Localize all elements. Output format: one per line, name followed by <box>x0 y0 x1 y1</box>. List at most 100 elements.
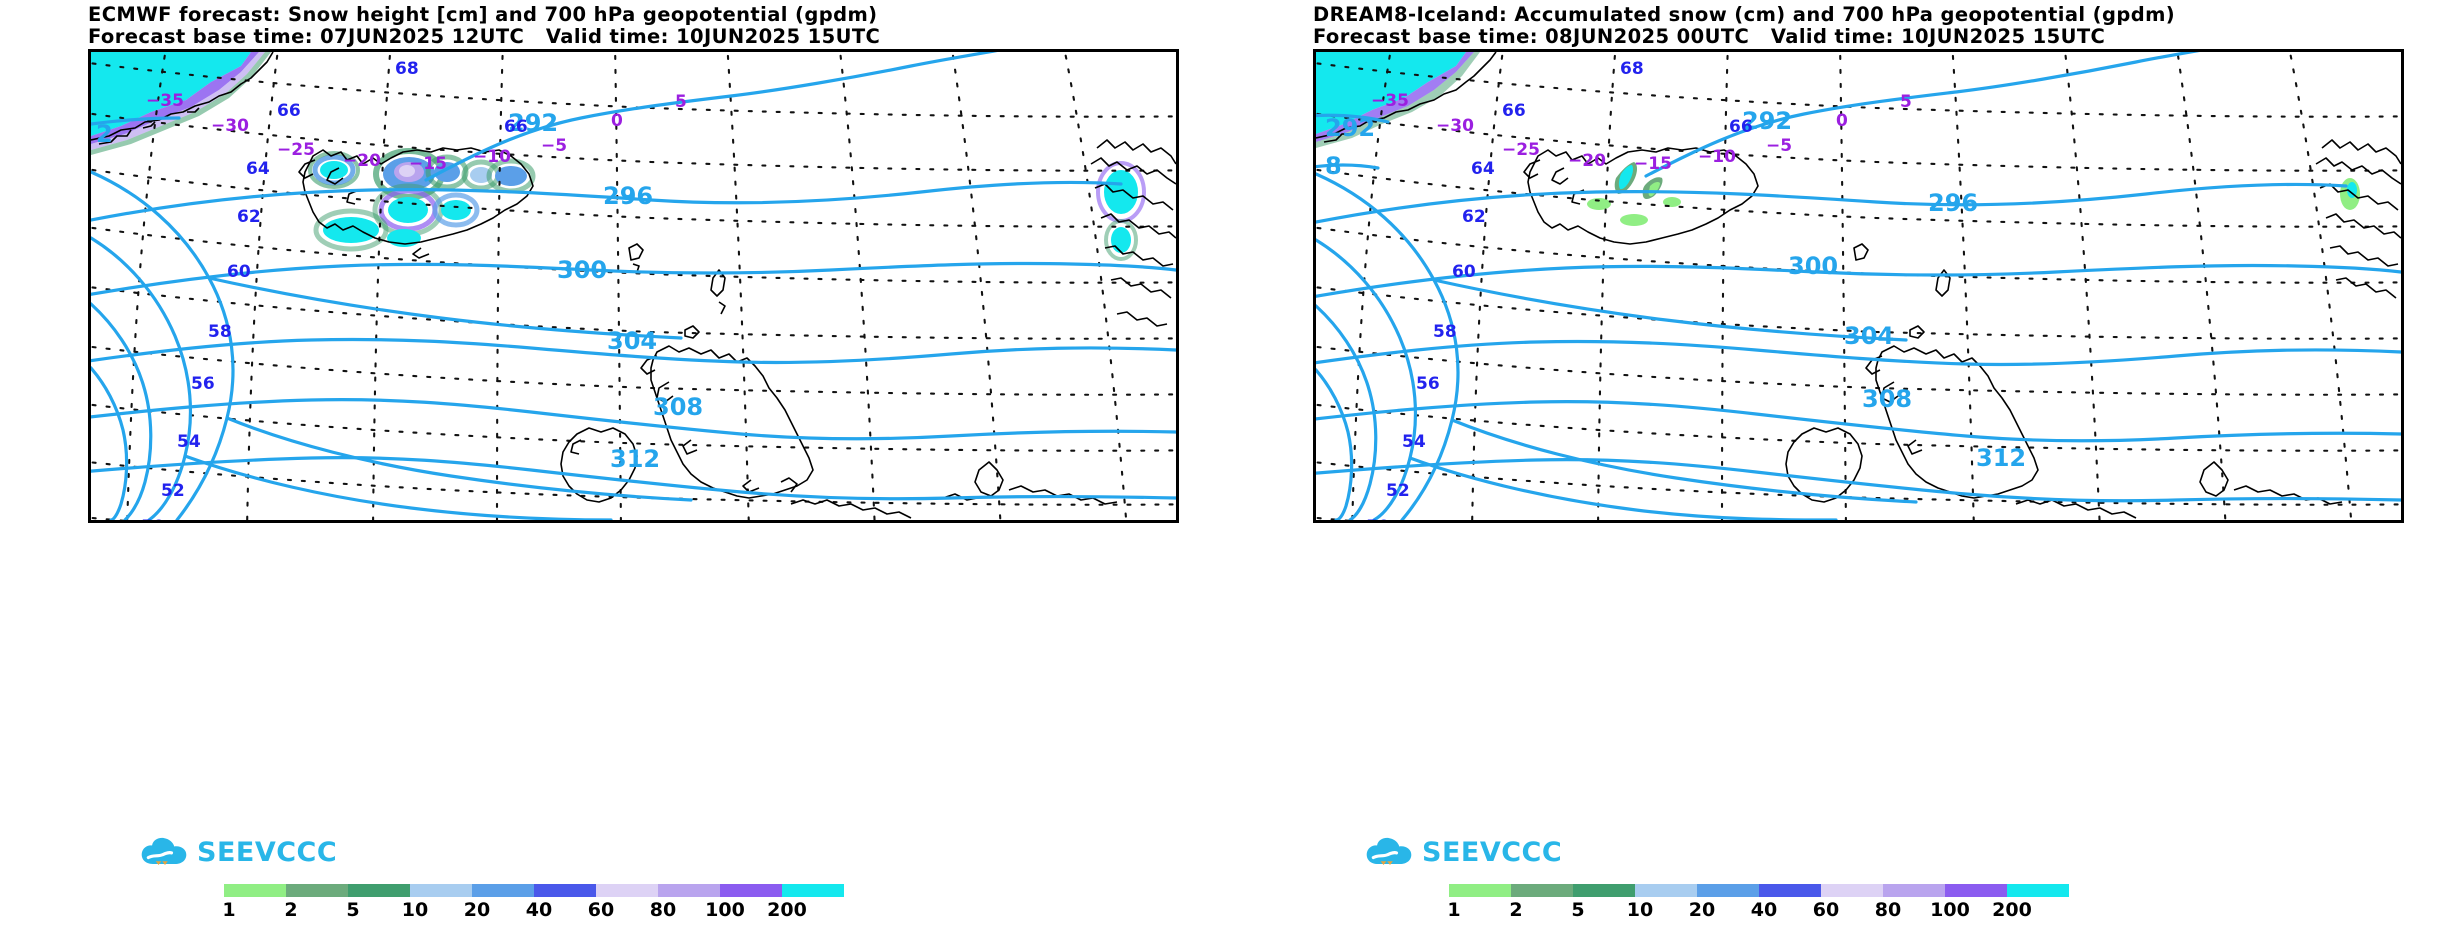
colorbar-tick-1: 1 <box>1447 899 1461 921</box>
lat-label-52: 52 <box>161 481 185 501</box>
cloud-icon <box>140 836 190 868</box>
colorbar-tick-5: 5 <box>346 899 360 921</box>
seevccc-logo-right: SEEVCCC <box>1365 836 1562 868</box>
colorbar-left: 1 2 5 10 20 40 60 80 100 200 <box>222 884 844 921</box>
lon-label--10: −10 <box>473 147 511 167</box>
colorbar-tick-100: 100 <box>705 899 745 921</box>
lat-label-52: 52 <box>1386 481 1410 501</box>
panel-left: ECMWF forecast: Snow height [cm] and 700… <box>0 0 1224 925</box>
colorbar-tick-200: 200 <box>1992 899 2032 921</box>
panel-left-title: ECMWF forecast: Snow height [cm] and 700… <box>88 4 1208 48</box>
snow-shading-iceland <box>1587 162 1681 226</box>
colorbar-tick-20: 20 <box>463 899 491 921</box>
lon-label-5: 5 <box>1900 92 1912 112</box>
contour-label-288: 8 <box>1325 152 1342 180</box>
lat-label-66-b: 66 <box>504 117 528 137</box>
lat-label-60: 60 <box>227 262 251 282</box>
contour-label-292-a: 292 <box>1742 107 1792 135</box>
colorbar-right: 1 2 5 10 20 40 60 80 100 200 <box>1447 884 2069 921</box>
lat-label-56: 56 <box>191 374 215 394</box>
geopotential-contours <box>1316 52 2401 520</box>
contour-label-308: 308 <box>653 393 703 421</box>
contour-label-304: 304 <box>1844 322 1894 350</box>
latitude-labels: 68 66 66 64 62 60 58 56 54 52 50 <box>141 59 528 520</box>
lon-label--5: −5 <box>1766 136 1792 156</box>
lat-label-62: 62 <box>1462 207 1486 227</box>
lat-label-64: 64 <box>1471 159 1495 179</box>
colorbar-strip-right <box>1449 884 2069 897</box>
colorbar-tick-20: 20 <box>1688 899 1716 921</box>
seevccc-logo-text: SEEVCCC <box>1422 836 1563 868</box>
colorbar-ticks-left: 1 2 5 10 20 40 60 80 100 200 <box>222 899 844 921</box>
snow-shading-east <box>2340 178 2360 210</box>
lat-label-66-b: 66 <box>1729 117 1753 137</box>
lon-label--25: −25 <box>277 140 315 160</box>
lat-label-60: 60 <box>1452 262 1476 282</box>
map-left[interactable]: 292 296 300 304 308 312 2 68 66 66 64 <box>88 49 1179 523</box>
colorbar-segment-2 <box>286 884 348 897</box>
snow-shading-greenland <box>1316 52 1480 148</box>
contour-label-296: 296 <box>603 182 653 210</box>
lat-label-54: 54 <box>177 432 201 452</box>
lon-label--35: −35 <box>146 91 184 111</box>
contour-label-300: 300 <box>1788 252 1838 280</box>
colorbar-segment-60 <box>596 884 658 897</box>
colorbar-segment-60 <box>1821 884 1883 897</box>
colorbar-tick-2: 2 <box>1509 899 1523 921</box>
colorbar-strip-left <box>224 884 844 897</box>
colorbar-segment-80 <box>658 884 720 897</box>
graticule <box>1316 52 2401 520</box>
contour-label-300: 300 <box>557 256 607 284</box>
colorbar-tick-2: 2 <box>284 899 298 921</box>
colorbar-ticks-right: 1 2 5 10 20 40 60 80 100 200 <box>1447 899 2069 921</box>
lon-label--10: −10 <box>1698 147 1736 167</box>
map-right-canvas: 292 292 8 296 300 304 308 312 68 66 66 6… <box>1316 52 2401 520</box>
contour-label-292-b: 292 <box>1325 114 1375 142</box>
lon-label--15: −15 <box>1634 154 1672 174</box>
colorbar-tick-10: 10 <box>401 899 429 921</box>
lon-label--15: −15 <box>409 154 447 174</box>
lat-label-56: 56 <box>1416 374 1440 394</box>
colorbar-tick-40: 40 <box>1750 899 1778 921</box>
lon-label--35: −35 <box>1371 91 1409 111</box>
colorbar-tick-60: 60 <box>587 899 615 921</box>
panel-right-title-line2: Forecast base time: 08JUN2025 00UTC Vali… <box>1313 25 2106 48</box>
longitude-labels: −35 −30 −25 −20 −15 −10 −5 0 5 <box>1371 91 1912 174</box>
colorbar-segment-1 <box>1449 884 1511 897</box>
lat-label-68-a: 68 <box>395 59 419 79</box>
contour-label-292: 292 <box>508 109 558 137</box>
contour-labels: 292 296 300 304 308 312 2 <box>96 109 703 473</box>
panel-left-title-line1: ECMWF forecast: Snow height [cm] and 700… <box>88 3 878 26</box>
colorbar-tick-100: 100 <box>1930 899 1970 921</box>
cloud-icon <box>1365 836 1415 868</box>
colorbar-segment-1 <box>224 884 286 897</box>
lat-label-50: 50 <box>141 517 165 520</box>
contour-label-312: 312 <box>610 445 660 473</box>
colorbar-tick-40: 40 <box>525 899 553 921</box>
colorbar-segment-10 <box>410 884 472 897</box>
colorbar-segment-80 <box>1883 884 1945 897</box>
lon-label--30: −30 <box>1436 116 1474 136</box>
contour-labels: 292 292 8 296 300 304 308 312 <box>1325 107 2026 472</box>
lon-label--30: −30 <box>211 116 249 136</box>
lon-label-0: 0 <box>1836 111 1848 131</box>
colorbar-segment-200 <box>782 884 844 897</box>
lat-label-64: 64 <box>246 159 270 179</box>
lat-label-58: 58 <box>1433 322 1457 342</box>
colorbar-tick-200: 200 <box>767 899 807 921</box>
colorbar-segment-20 <box>1697 884 1759 897</box>
colorbar-segment-2 <box>1511 884 1573 897</box>
lat-label-66-a: 66 <box>277 101 301 121</box>
colorbar-segment-5 <box>348 884 410 897</box>
lat-label-50: 50 <box>1366 517 1390 520</box>
colorbar-tick-10: 10 <box>1626 899 1654 921</box>
contour-label-304: 304 <box>607 327 657 355</box>
map-right[interactable]: 292 292 8 296 300 304 308 312 68 66 66 6… <box>1313 49 2404 523</box>
lat-label-58: 58 <box>208 322 232 342</box>
contour-label-312: 312 <box>1976 444 2026 472</box>
map-left-canvas: 292 296 300 304 308 312 2 68 66 66 64 <box>91 52 1176 520</box>
contour-label-296: 296 <box>1928 189 1978 217</box>
lon-label--5: −5 <box>541 136 567 156</box>
lon-label-5: 5 <box>675 92 687 112</box>
